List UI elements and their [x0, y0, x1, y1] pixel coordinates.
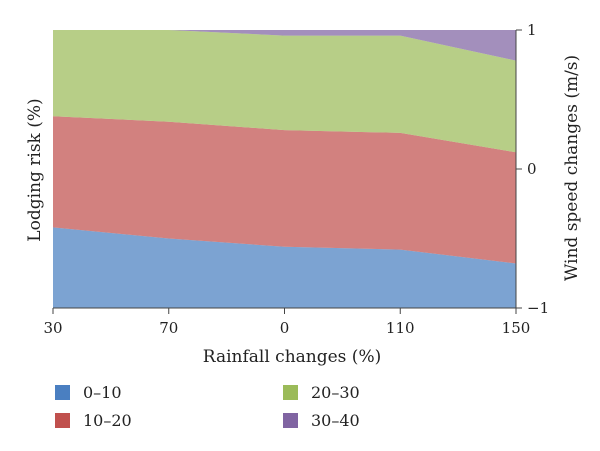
x-tick-label: 70 [159, 319, 178, 337]
legend-swatch [283, 385, 298, 400]
right-y-axis-title: Wind speed changes (m/s) [562, 55, 582, 281]
legend-label: 20–30 [311, 383, 360, 402]
legend-label: 0–10 [83, 383, 122, 402]
x-tick-label: 110 [386, 319, 415, 337]
area-layer [53, 30, 516, 308]
area-series-3 [53, 30, 516, 153]
legend: 0–10 10–20 20–30 30–40 [55, 383, 360, 430]
legend-label: 30–40 [311, 411, 360, 430]
area-series-1 [53, 227, 516, 308]
x-tick-label: 30 [43, 319, 62, 337]
legend-swatch [55, 385, 70, 400]
y-axis-title: Lodging risk (%) [25, 98, 45, 241]
area-series-2 [53, 116, 516, 264]
area-series-4 [53, 30, 516, 61]
right-y-tick-label: −1 [527, 299, 549, 317]
x-ticks: 30 70 0 110 150 [43, 308, 530, 337]
x-axis-title: Rainfall changes (%) [203, 347, 381, 367]
x-tick-label: 150 [502, 319, 531, 337]
right-y-ticks: 1 0 −1 [516, 21, 549, 317]
x-tick-label: 0 [280, 319, 290, 337]
right-y-tick-label: 0 [527, 160, 537, 178]
legend-swatch [283, 413, 298, 428]
right-y-tick-label: 1 [527, 21, 537, 39]
legend-swatch [55, 413, 70, 428]
legend-label: 10–20 [83, 411, 132, 430]
